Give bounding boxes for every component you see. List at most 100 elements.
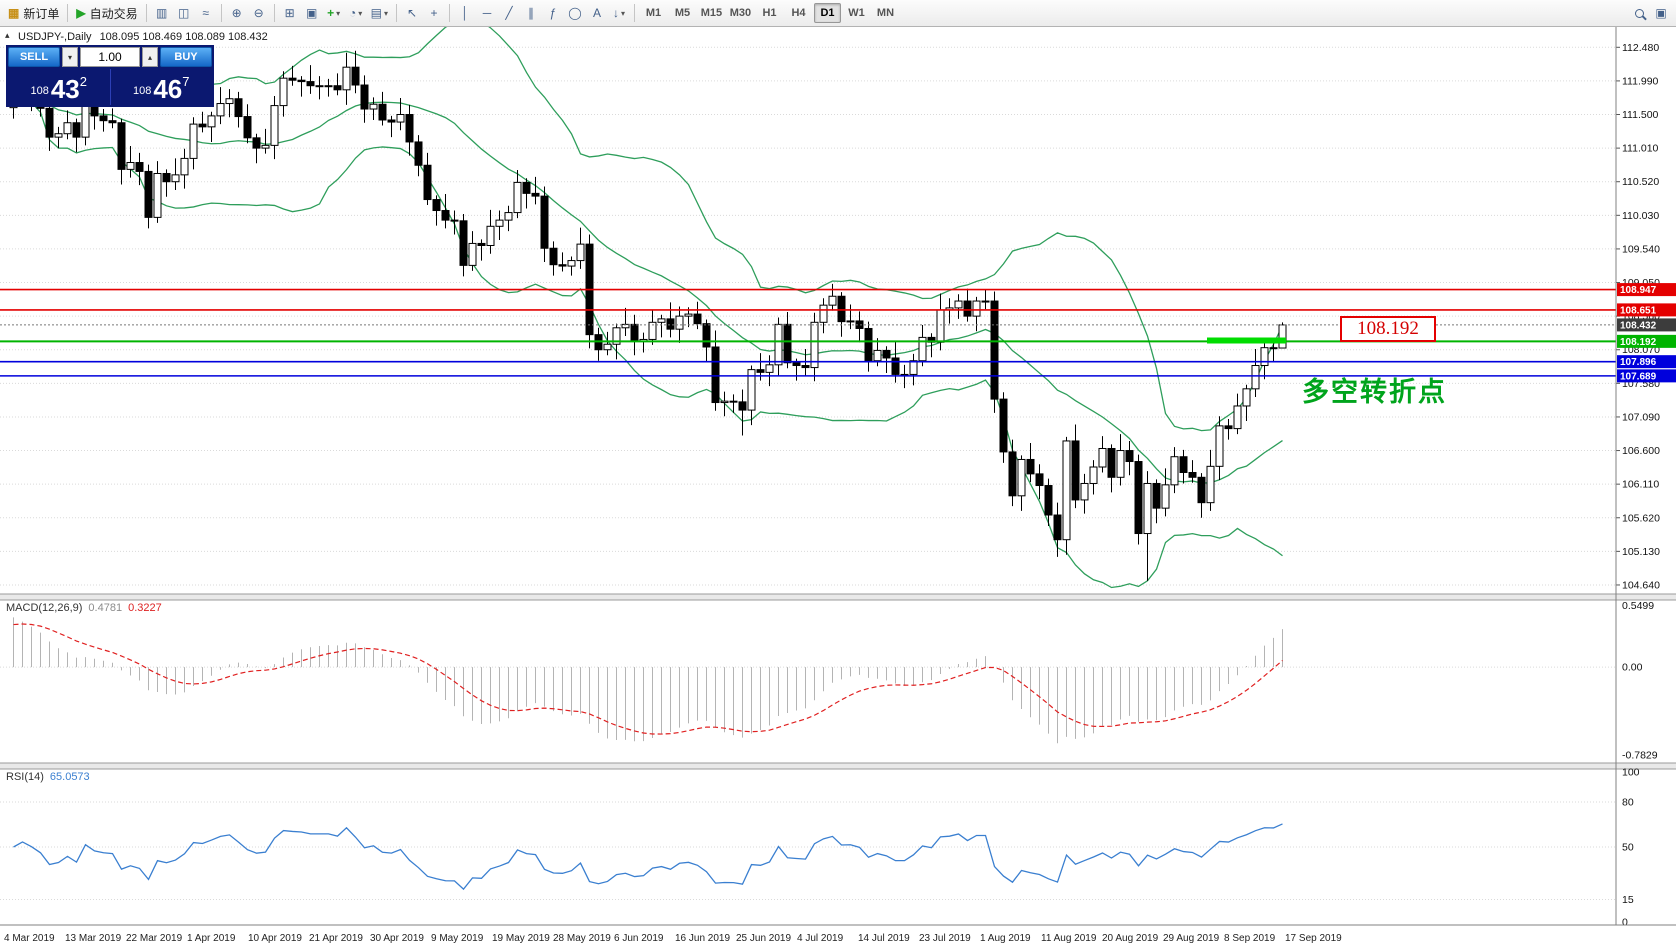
svg-text:28 May 2019: 28 May 2019 bbox=[553, 933, 611, 944]
community-button[interactable]: ▣ bbox=[1650, 2, 1672, 24]
svg-text:50: 50 bbox=[1622, 842, 1634, 854]
trendline-button[interactable]: ╱ bbox=[498, 2, 520, 24]
svg-text:108.192: 108.192 bbox=[1620, 337, 1657, 348]
auto-arrange-button[interactable]: ▣ bbox=[301, 2, 323, 24]
rsi-indicator-label: RSI(14) 65.0573 bbox=[6, 771, 90, 783]
svg-text:111.990: 111.990 bbox=[1622, 75, 1659, 87]
svg-text:4 Mar 2019: 4 Mar 2019 bbox=[4, 933, 55, 944]
fibonacci-button[interactable]: ƒ bbox=[542, 2, 564, 24]
svg-text:21 Apr 2019: 21 Apr 2019 bbox=[309, 933, 363, 944]
rsi-line bbox=[13, 823, 1283, 891]
horizontal-lines[interactable] bbox=[0, 288, 1616, 377]
zoom-in-button[interactable]: ⊕ bbox=[226, 2, 248, 24]
volume-input[interactable] bbox=[80, 47, 140, 67]
timeframe-m1-button[interactable]: M1 bbox=[640, 3, 667, 23]
shapes-button[interactable]: ◯ bbox=[564, 2, 586, 24]
svg-text:30 Apr 2019: 30 Apr 2019 bbox=[370, 933, 424, 944]
new-order-button[interactable]: ▦ 新订单 bbox=[4, 2, 63, 24]
channel-button[interactable]: ∥ bbox=[520, 2, 542, 24]
toolbar-separator bbox=[633, 4, 635, 22]
sell-price-display[interactable]: 108 43 2 bbox=[8, 69, 110, 105]
sell-price-sup: 2 bbox=[79, 74, 87, 89]
autotrading-button[interactable]: ▶ 自动交易 bbox=[72, 2, 141, 24]
tile-windows-button[interactable]: ⊞ bbox=[279, 2, 301, 24]
candlestick-chart-button[interactable]: ◫ bbox=[173, 2, 195, 24]
svg-text:11 Aug 2019: 11 Aug 2019 bbox=[1041, 933, 1097, 944]
templates-dropdown-icon: ▾ bbox=[383, 8, 388, 18]
timeframe-m30-button[interactable]: M30 bbox=[727, 3, 754, 23]
new-order-button-label: 新订单 bbox=[23, 6, 60, 21]
svg-text:80: 80 bbox=[1622, 797, 1634, 809]
zoom-out-icon: ⊖ bbox=[253, 6, 264, 20]
community-icon: ▣ bbox=[1655, 6, 1667, 20]
timeframe-h4-button[interactable]: H4 bbox=[785, 3, 812, 23]
trade-panel-toggle-icon[interactable]: ▴ bbox=[5, 30, 10, 40]
trade-options-dropdown-button[interactable]: ▾ bbox=[62, 47, 78, 67]
svg-text:29 Aug 2019: 29 Aug 2019 bbox=[1163, 933, 1220, 944]
fibonacci-icon: ƒ bbox=[549, 6, 557, 20]
templates-button[interactable]: ▤ ▾ bbox=[367, 2, 392, 24]
timeframe-mn-button[interactable]: MN bbox=[872, 3, 899, 23]
price-badges: 108.947 108.651 108.192 107.896 107.689 108.4… bbox=[1617, 283, 1676, 383]
zoom-out-button[interactable]: ⊖ bbox=[248, 2, 270, 24]
text-icon: A bbox=[592, 6, 601, 20]
crosshair-button[interactable]: + bbox=[423, 2, 445, 24]
svg-text:-0.7829: -0.7829 bbox=[1622, 750, 1658, 762]
svg-text:110.520: 110.520 bbox=[1622, 176, 1659, 188]
svg-text:20 Aug 2019: 20 Aug 2019 bbox=[1102, 933, 1159, 944]
new-order-icon: ▦ bbox=[8, 6, 20, 20]
cursor-button[interactable]: ↖ bbox=[401, 2, 423, 24]
arrows-button[interactable]: ↓ ▾ bbox=[608, 2, 630, 24]
indicators-button[interactable]: + ▾ bbox=[323, 2, 345, 24]
svg-text:13 Mar 2019: 13 Mar 2019 bbox=[65, 933, 122, 944]
zoom-in-icon: ⊕ bbox=[231, 6, 242, 20]
bar-chart-icon: ▥ bbox=[155, 6, 168, 20]
volume-up-button[interactable]: ▴ bbox=[142, 47, 158, 67]
arrows-icon: ↓ bbox=[612, 6, 619, 20]
buy-price-prefix: 108 bbox=[132, 85, 152, 98]
indicators-icon: + bbox=[327, 6, 335, 20]
chart-canvas[interactable]: 112.480 111.990 111.500 111.010 110.520 110.0… bbox=[0, 27, 1676, 950]
annotation-text[interactable]: 多空转折点 bbox=[1302, 377, 1447, 407]
macd-signal-line bbox=[13, 623, 1283, 735]
search-button[interactable] bbox=[1628, 2, 1650, 24]
timeframe-w1-button[interactable]: W1 bbox=[843, 3, 870, 23]
line-chart-icon: ≈ bbox=[202, 6, 209, 20]
channel-icon: ∥ bbox=[527, 6, 534, 20]
autotrading-icon: ▶ bbox=[76, 6, 86, 20]
periods-button[interactable]: ◔ ▾ bbox=[345, 2, 367, 24]
svg-text:14 Jul 2019: 14 Jul 2019 bbox=[858, 933, 910, 944]
svg-text:106.600: 106.600 bbox=[1622, 445, 1660, 457]
timeframe-m5-button[interactable]: M5 bbox=[669, 3, 696, 23]
rsi-value: 65.0573 bbox=[49, 771, 90, 783]
timeframe-d1-button[interactable]: D1 bbox=[813, 3, 841, 23]
svg-text:110.030: 110.030 bbox=[1622, 210, 1659, 222]
line-chart-button[interactable]: ≈ bbox=[195, 2, 217, 24]
vertical-line-button[interactable]: │ bbox=[454, 2, 476, 24]
macd-histogram bbox=[13, 617, 1283, 744]
svg-text:108.432: 108.432 bbox=[1620, 320, 1657, 331]
svg-text:4 Jul 2019: 4 Jul 2019 bbox=[797, 933, 844, 944]
date-axis-labels: 4 Mar 2019 13 Mar 2019 22 Mar 2019 1 Apr 20… bbox=[4, 933, 1342, 944]
search-icon bbox=[1634, 8, 1644, 18]
horizontal-line-button[interactable]: ─ bbox=[476, 2, 498, 24]
text-button[interactable]: A bbox=[586, 2, 608, 24]
buy-price-display[interactable]: 108 46 7 bbox=[109, 69, 213, 105]
toolbar-separator bbox=[220, 4, 222, 22]
chart-title: USDJPY-,Daily 108.095 108.469 108.089 108… bbox=[18, 31, 276, 43]
timeframe-m15-button[interactable]: M15 bbox=[698, 3, 725, 23]
svg-text:107.689: 107.689 bbox=[1620, 371, 1657, 382]
price-level-label[interactable]: 108.192 bbox=[1340, 316, 1436, 342]
buy-price-sup: 7 bbox=[182, 74, 190, 89]
sell-price-big: 43 bbox=[50, 74, 80, 104]
timeframe-h1-button[interactable]: H1 bbox=[756, 3, 783, 23]
sell-button[interactable]: SELL bbox=[8, 47, 60, 67]
bar-chart-button[interactable]: ▥ bbox=[151, 2, 173, 24]
autotrading-button-label: 自动交易 bbox=[89, 6, 138, 21]
buy-button[interactable]: BUY bbox=[160, 47, 212, 67]
candles bbox=[9, 50, 1287, 581]
svg-text:6 Jun 2019: 6 Jun 2019 bbox=[614, 933, 664, 944]
timeframe-group: M1 M5 M15 M30 H1 H4 D1 W1 MN bbox=[639, 3, 900, 23]
